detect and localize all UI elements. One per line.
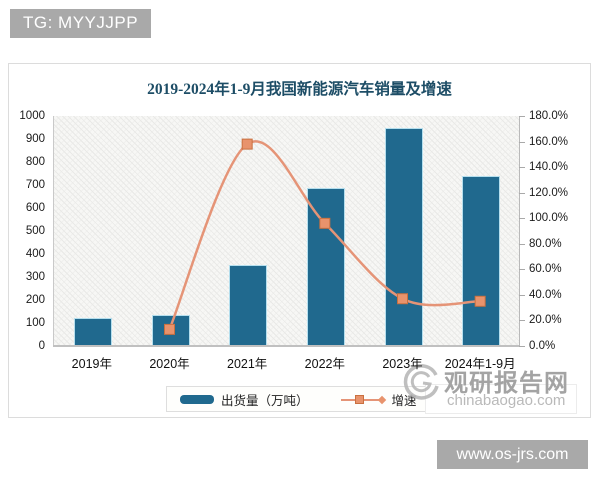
x-axis-label: 2019年 xyxy=(71,357,112,371)
bar-2022年 xyxy=(306,187,345,346)
watermark-site-name: 观研报告网 xyxy=(444,370,569,397)
left-axis-tick: 1000 xyxy=(19,110,45,122)
bar-2019年 xyxy=(73,318,112,346)
right-axis-tick-mark xyxy=(519,346,525,347)
right-axis-tick: 180.0% xyxy=(529,110,569,122)
x-axis-labels: 2019年 2020年 2021年 2022年 2023年 2024年1-9月 xyxy=(53,353,519,371)
right-axis-tick-mark xyxy=(519,167,525,169)
legend-bar-swatch-icon xyxy=(180,394,214,404)
left-axis-tick: 200 xyxy=(25,294,45,306)
right-axis-tick-mark xyxy=(519,218,525,220)
x-axis-line xyxy=(53,345,520,347)
left-axis-tick: 700 xyxy=(25,179,45,191)
right-axis-tick: 160.0% xyxy=(529,135,569,148)
legend-bar-label: 出货量（万吨） xyxy=(221,393,309,408)
left-axis-tick: 0 xyxy=(38,340,45,352)
right-axis-line xyxy=(519,116,520,346)
x-axis-label: 2024年1-9月 xyxy=(444,357,516,371)
x-axis-label: 2022年 xyxy=(304,357,345,371)
bar-2024年1-9月 xyxy=(462,175,501,346)
right-axis-tick: 140.0% xyxy=(529,161,569,174)
left-axis-tick: 900 xyxy=(25,133,45,145)
plot-area xyxy=(53,116,519,346)
bar-2020年 xyxy=(151,314,190,346)
right-axis-tick: 20.0% xyxy=(529,314,562,327)
right-axis: 180.0% 160.0% 140.0% 120.0% 100.0% 80.0% 60.0%… xyxy=(529,110,589,352)
chart-title: 2019-2024年1-9月我国新能源汽车销量及增速 xyxy=(147,81,452,98)
left-axis-tick: 100 xyxy=(25,317,45,329)
watermark-site-url: chinabaogao.com xyxy=(447,392,566,409)
right-axis-tick-mark xyxy=(519,116,525,117)
left-axis-tick: 600 xyxy=(25,202,45,214)
chart-legend: 出货量（万吨） 增速（%） xyxy=(166,386,467,412)
left-axis-tick: 400 xyxy=(25,248,45,260)
right-axis-tick: 40.0% xyxy=(529,288,562,301)
right-axis-tick-mark xyxy=(519,269,525,271)
footer-url-badge: www.os-jrs.com xyxy=(437,440,588,469)
right-axis-tick: 120.0% xyxy=(529,186,569,199)
left-axis-tick: 300 xyxy=(25,271,45,283)
x-axis-label: 2021年 xyxy=(227,357,268,371)
right-axis-tick: 80.0% xyxy=(529,237,562,250)
right-axis-tick-mark xyxy=(519,192,525,194)
right-axis-tick: 60.0% xyxy=(529,263,562,276)
right-axis-tick-mark xyxy=(519,294,525,296)
watermark-swirl-icon xyxy=(403,364,439,400)
x-axis-label: 2020年 xyxy=(149,357,190,371)
left-axis-tick: 500 xyxy=(25,225,45,237)
left-axis: 1000 900 800 700 600 500 400 300 200 100 0 xyxy=(9,110,47,352)
legend-line-swatch-icon xyxy=(340,394,386,405)
watermark-background xyxy=(425,384,577,414)
chart-card: 2019-2024年1-9月我国新能源汽车销量及增速 1000 900 800 700… xyxy=(8,63,591,418)
bar-2023年 xyxy=(384,127,423,346)
right-axis-tick: 0.0% xyxy=(529,340,556,352)
tg-badge: TG: MYYJJPP xyxy=(10,9,152,38)
right-axis-tick: 100.0% xyxy=(529,212,569,225)
x-axis-label: 2023年 xyxy=(382,357,423,371)
right-axis-tick-mark xyxy=(519,243,525,245)
right-axis-tick-mark xyxy=(519,141,525,143)
bar-2021年 xyxy=(229,265,268,346)
right-axis-tick-mark xyxy=(519,320,525,322)
left-axis-tick: 800 xyxy=(25,156,45,168)
